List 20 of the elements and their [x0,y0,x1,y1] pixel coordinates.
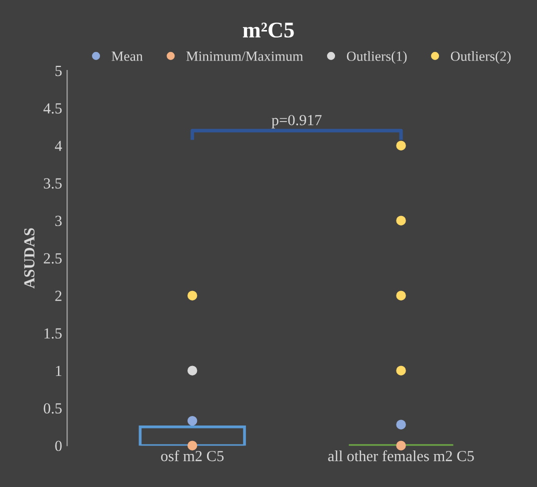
y-tick-label: 3.5 [44,178,62,189]
y-tick-label: 4.5 [43,103,62,114]
legend-label: Outliers(1) [346,51,407,64]
x-tick-label: osf m2 C5 [161,450,224,462]
chart-title: m²C5 [242,22,294,38]
y-tick-label: 2 [55,290,62,301]
x-tick-label: all other females m2 C5 [328,450,474,462]
y-tick-label: 1 [56,366,62,376]
y-tick-label: 1.5 [44,328,62,339]
y-tick-label: 5 [56,66,62,76]
y-tick-label: 2.5 [44,253,62,264]
annotation: p=0.917 [272,114,322,128]
legend-label: Minimum/Maximum [186,52,304,61]
y-tick-label: 3 [55,216,62,226]
y-tick-label: 0 [55,440,62,452]
y-tick-label: 4 [54,140,62,151]
legend-label: Outliers(2) [450,51,511,64]
legend-label: Mean [112,52,143,61]
y-tick-label: 0.5 [44,403,62,414]
y-axis-title: ASUDAS [24,228,35,289]
